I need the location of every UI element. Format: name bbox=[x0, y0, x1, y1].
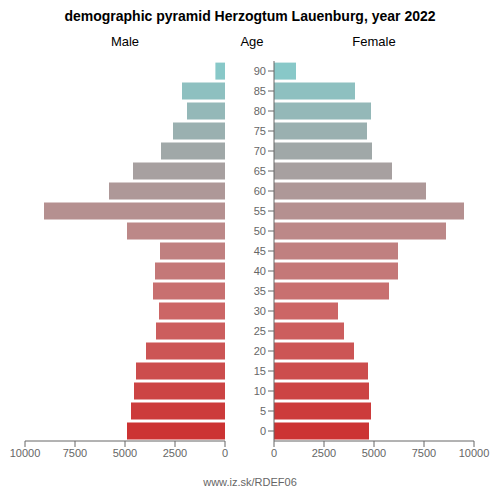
html-text:Age: Age bbox=[240, 34, 264, 49]
svg-text:65: 65 bbox=[254, 165, 266, 177]
html-text:Female: Female bbox=[352, 34, 396, 49]
svg-text:85: 85 bbox=[254, 85, 266, 97]
svg-text:15: 15 bbox=[254, 365, 266, 377]
svg-text:10000: 10000 bbox=[459, 447, 490, 459]
svg-text:20: 20 bbox=[254, 345, 266, 357]
svg-text:40: 40 bbox=[254, 265, 266, 277]
svg-text:10000: 10000 bbox=[10, 447, 41, 459]
svg-text:70: 70 bbox=[254, 145, 266, 157]
svg-text:75: 75 bbox=[254, 125, 266, 137]
svg-text:30: 30 bbox=[254, 305, 266, 317]
svg-text:80: 80 bbox=[254, 105, 266, 117]
svg-text:5: 5 bbox=[260, 405, 266, 417]
svg-text:90: 90 bbox=[254, 65, 266, 77]
svg-text:60: 60 bbox=[254, 185, 266, 197]
svg-text:0: 0 bbox=[260, 425, 266, 437]
html-text:Male: Male bbox=[110, 34, 140, 49]
svg-text:0: 0 bbox=[222, 447, 228, 459]
svg-text:5000: 5000 bbox=[362, 447, 386, 459]
svg-text:7500: 7500 bbox=[63, 447, 87, 459]
svg-text:2500: 2500 bbox=[312, 447, 336, 459]
svg-text:7500: 7500 bbox=[412, 447, 436, 459]
svg-text:35: 35 bbox=[254, 285, 266, 297]
html-text:www.iz.sk/RDEF06: www.iz.sk/RDEF06 bbox=[203, 476, 297, 488]
svg-text:45: 45 bbox=[254, 245, 266, 257]
svg-text:50: 50 bbox=[254, 225, 266, 237]
svg-text:10: 10 bbox=[254, 385, 266, 397]
svg-text:5000: 5000 bbox=[113, 447, 137, 459]
html-text:demographic pyramid Herzogtum: demographic pyramid Herzogtum Lauenburg,… bbox=[64, 8, 436, 24]
svg-text:25: 25 bbox=[254, 325, 266, 337]
svg-text:55: 55 bbox=[254, 205, 266, 217]
svg-text:0: 0 bbox=[271, 447, 277, 459]
svg-text:2500: 2500 bbox=[163, 447, 187, 459]
